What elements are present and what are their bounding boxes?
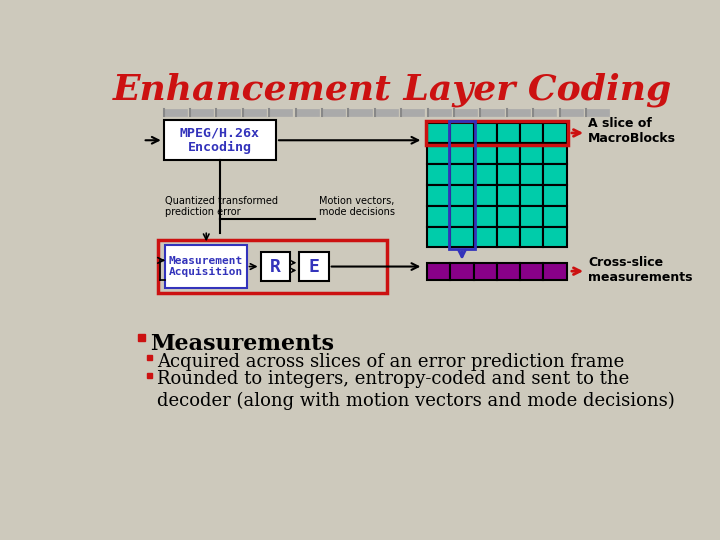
Bar — [217, 110, 240, 116]
Bar — [474, 226, 497, 247]
Bar — [243, 110, 266, 116]
Bar — [163, 120, 276, 160]
Bar — [451, 123, 474, 143]
Bar — [474, 185, 497, 206]
Bar — [451, 206, 474, 226]
Bar — [147, 373, 152, 378]
Bar — [497, 143, 520, 164]
Bar — [300, 252, 329, 281]
Bar — [401, 110, 425, 116]
Bar — [497, 206, 520, 226]
Text: R: R — [270, 258, 281, 275]
Bar — [507, 110, 530, 116]
Bar — [428, 110, 451, 116]
Bar — [451, 262, 474, 280]
Bar — [147, 355, 152, 361]
Text: Cross-slice
measurements: Cross-slice measurements — [588, 255, 693, 284]
Bar — [497, 226, 520, 247]
Bar — [497, 185, 520, 206]
Bar — [427, 164, 451, 185]
Bar — [158, 240, 387, 293]
Bar — [534, 110, 557, 116]
Text: E: E — [309, 258, 320, 275]
Bar — [138, 334, 145, 341]
Bar — [544, 123, 567, 143]
Bar — [520, 185, 544, 206]
Bar — [544, 262, 567, 280]
Bar — [451, 226, 474, 247]
Bar — [520, 143, 544, 164]
Text: Quantized transformed
prediction error: Quantized transformed prediction error — [165, 195, 278, 217]
Bar — [375, 110, 398, 116]
Bar — [520, 206, 544, 226]
Bar — [480, 110, 503, 116]
Bar — [427, 185, 451, 206]
Bar — [544, 164, 567, 185]
Bar — [497, 262, 520, 280]
Bar — [165, 245, 246, 288]
Bar — [520, 123, 544, 143]
Bar — [261, 252, 290, 281]
Text: MPEG/H.26x
Encoding: MPEG/H.26x Encoding — [180, 126, 260, 154]
Bar — [520, 262, 544, 280]
Bar — [544, 206, 567, 226]
Bar — [449, 121, 475, 249]
Bar — [269, 110, 292, 116]
Bar — [427, 143, 451, 164]
Bar — [451, 164, 474, 185]
Bar — [451, 143, 474, 164]
Bar — [322, 110, 346, 116]
Bar — [296, 110, 319, 116]
Bar — [427, 262, 451, 280]
Text: Acquired across slices of an error prediction frame: Acquired across slices of an error predi… — [157, 353, 624, 371]
Bar — [520, 164, 544, 185]
Bar — [427, 226, 451, 247]
Text: Measurements: Measurements — [150, 333, 333, 355]
Bar — [474, 164, 497, 185]
Text: Measurement
Acquisition: Measurement Acquisition — [168, 256, 243, 278]
Bar — [190, 110, 213, 116]
Bar — [454, 110, 477, 116]
Bar — [544, 226, 567, 247]
Bar — [426, 121, 568, 145]
Bar — [497, 164, 520, 185]
Bar — [474, 143, 497, 164]
Bar — [427, 206, 451, 226]
Bar — [544, 143, 567, 164]
Bar — [451, 185, 474, 206]
Bar — [474, 123, 497, 143]
Text: Rounded to integers, entropy-coded and sent to the
decoder (along with motion ve: Rounded to integers, entropy-coded and s… — [157, 370, 675, 409]
Bar — [520, 226, 544, 247]
Bar — [348, 110, 372, 116]
Text: Enhancement Layer Coding: Enhancement Layer Coding — [112, 72, 672, 107]
Bar — [559, 110, 582, 116]
Text: A slice of
MacroBlocks: A slice of MacroBlocks — [588, 117, 676, 145]
Bar — [427, 123, 451, 143]
Bar — [586, 110, 609, 116]
Bar — [474, 206, 497, 226]
Bar — [163, 110, 187, 116]
Bar — [474, 262, 497, 280]
Text: Motion vectors,
mode decisions: Motion vectors, mode decisions — [319, 195, 395, 217]
Bar — [544, 185, 567, 206]
Bar — [497, 123, 520, 143]
